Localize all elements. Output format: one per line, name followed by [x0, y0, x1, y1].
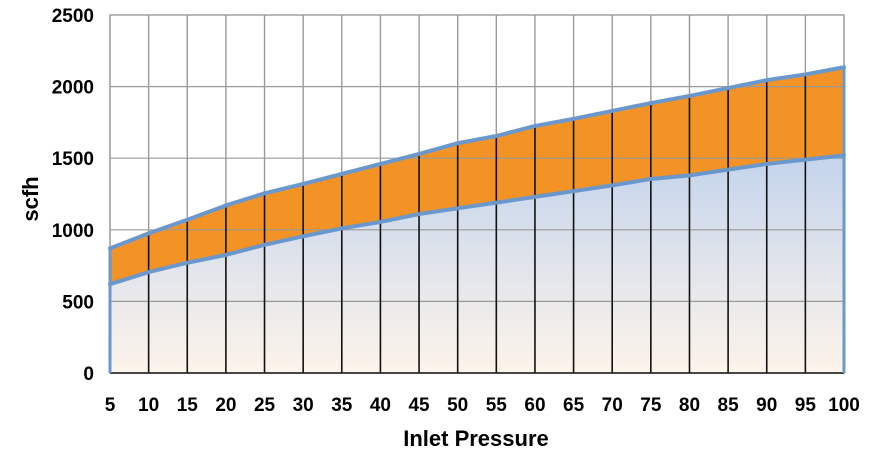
x-tick-label: 60 — [524, 395, 545, 416]
gridlines — [109, 14, 845, 374]
x-tick-label: 55 — [486, 395, 508, 416]
lower-area-fill — [110, 155, 844, 373]
x-tick-label: 100 — [828, 395, 860, 416]
x-tick-label: 85 — [718, 395, 740, 416]
series-lines — [108, 65, 846, 373]
y-tick-label: 0 — [83, 364, 94, 385]
y-axis-ticks: 0 500 1000 1500 2000 2500 — [52, 6, 94, 385]
x-tick-label: 70 — [602, 395, 623, 416]
x-tick-label: 75 — [640, 395, 662, 416]
y-tick-label: 2500 — [52, 6, 94, 27]
x-tick-label: 40 — [370, 395, 391, 416]
x-tick-label: 20 — [215, 395, 236, 416]
lower-series-line — [108, 153, 846, 287]
y-tick-label: 1500 — [52, 149, 94, 170]
x-tick-label: 45 — [408, 395, 430, 416]
y-tick-label: 2000 — [52, 78, 94, 99]
x-axis-ticks: 5 10 15 20 25 30 35 40 45 50 55 60 65 70 75 80 85 90 95 100 — [105, 395, 860, 416]
x-tick-label: 15 — [177, 395, 199, 416]
lower-series-area — [110, 155, 844, 373]
x-tick-label: 50 — [447, 395, 468, 416]
x-tick-label: 80 — [679, 395, 700, 416]
x-tick-label: 65 — [563, 395, 585, 416]
x-tick-label: 90 — [756, 395, 777, 416]
x-tick-label: 95 — [795, 395, 817, 416]
upper-series-line — [108, 65, 846, 251]
y-tick-label: 500 — [62, 292, 94, 313]
x-tick-label: 5 — [105, 395, 116, 416]
x-tick-label: 25 — [254, 395, 276, 416]
x-tick-label: 10 — [138, 395, 159, 416]
y-tick-label: 1000 — [52, 221, 94, 242]
x-tick-label: 30 — [293, 395, 314, 416]
x-tick-label: 35 — [331, 395, 353, 416]
x-axis-title: Inlet Pressure — [403, 426, 549, 451]
y-axis-title: scfh — [18, 176, 43, 221]
